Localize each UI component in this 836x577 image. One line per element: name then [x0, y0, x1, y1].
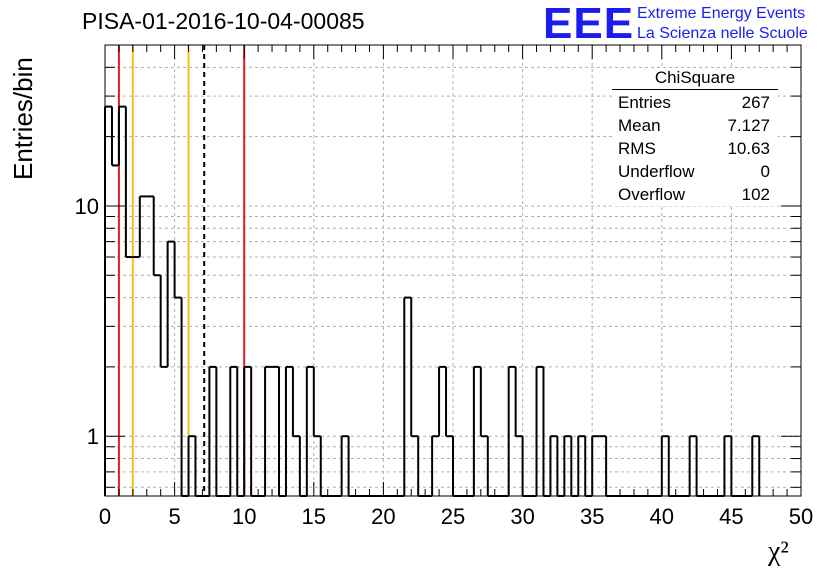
stats-box: ChiSquare Entries 267 Mean 7.127 RMS 10.… [612, 68, 778, 206]
x-tick-label: 0 [99, 504, 111, 529]
stats-label: Underflow [618, 162, 695, 181]
axes [104, 44, 802, 497]
y-axis-label: Entries/bin [8, 57, 38, 180]
stats-label: Entries [618, 93, 671, 112]
x-tick-label: 35 [580, 504, 604, 529]
logo-text-line1: Extreme Energy Events [637, 5, 806, 22]
stats-row-overflow: Overflow 102 [612, 183, 778, 206]
stats-value: 267 [741, 93, 770, 112]
stats-row-underflow: Underflow 0 [612, 160, 778, 183]
x-tick-label: 25 [441, 504, 465, 529]
y-tick-label: 10 [75, 194, 99, 219]
x-tick-label: 50 [789, 504, 813, 529]
stats-row-mean: Mean 7.127 [612, 114, 778, 137]
stats-row-rms: RMS 10.63 [612, 137, 778, 160]
stats-label: RMS [618, 139, 656, 158]
stats-value: 10.63 [727, 139, 770, 158]
eee-logo: EEE [543, 0, 635, 48]
x-tick-label: 10 [232, 504, 256, 529]
tick-labels: 0 5 10 15 20 25 30 35 40 45 50 1 10 [75, 194, 814, 529]
stats-row-entries: Entries 267 [612, 91, 778, 114]
x-tick-label: 45 [719, 504, 743, 529]
x-tick-label: 30 [510, 504, 534, 529]
stats-title: ChiSquare [612, 68, 778, 90]
stats-label: Overflow [618, 185, 686, 204]
x-tick-label: 20 [371, 504, 395, 529]
x-axis-label: χ² [768, 536, 789, 567]
x-tick-label: 5 [168, 504, 180, 529]
stats-label: Mean [618, 116, 661, 135]
logo-text-line2: La Scienza nelle Scuole [637, 25, 808, 42]
y-tick-label: 1 [87, 424, 99, 449]
x-tick-label: 15 [302, 504, 326, 529]
stats-value: 102 [741, 185, 770, 204]
x-tick-label: 40 [650, 504, 674, 529]
chart-title: PISA-01-2016-10-04-00085 [82, 8, 365, 34]
stats-value: 0 [760, 162, 770, 181]
stats-value: 7.127 [727, 116, 770, 135]
